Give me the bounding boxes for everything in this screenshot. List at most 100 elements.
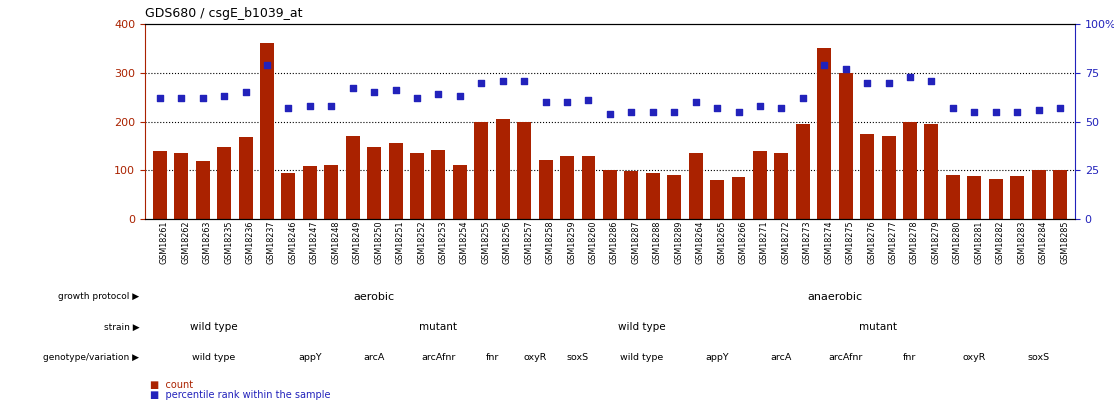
Point [344,85,362,92]
Text: strain ▶: strain ▶ [104,322,139,332]
Text: GSM18289: GSM18289 [674,221,683,264]
Bar [345,136,360,219]
Bar [324,165,339,219]
Bar [603,170,617,219]
Bar [196,161,209,219]
Bar [303,166,316,219]
Bar [646,173,659,219]
Text: GSM18279: GSM18279 [931,221,940,264]
Text: GSM18281: GSM18281 [975,221,984,264]
Bar [539,160,553,219]
Point [837,66,854,72]
Text: wild type: wild type [620,353,664,362]
Text: GSM18274: GSM18274 [824,221,833,264]
Bar [903,122,917,219]
Point [794,95,812,101]
Point [623,109,641,115]
Text: GSM18260: GSM18260 [588,221,597,264]
Text: arcA: arcA [771,353,792,362]
Text: GSM18284: GSM18284 [1038,221,1047,264]
Bar [475,122,488,219]
Text: arcAfnr: arcAfnr [421,353,456,362]
Text: GSM18286: GSM18286 [609,221,619,264]
Text: appY: appY [705,353,729,362]
Point [150,95,168,101]
Point [644,109,662,115]
Text: GDS680 / csgE_b1039_at: GDS680 / csgE_b1039_at [145,7,302,20]
Text: GSM18249: GSM18249 [353,221,362,264]
Bar [860,134,874,219]
Point [194,95,212,101]
Point [880,79,898,86]
Text: GSM18285: GSM18285 [1061,221,1069,264]
Bar [453,165,467,219]
Point [1029,107,1047,113]
Text: aerobic: aerobic [353,292,394,302]
Text: GSM18283: GSM18283 [1017,221,1026,264]
Text: GSM18258: GSM18258 [546,221,555,264]
Text: GSM18248: GSM18248 [331,221,340,264]
Text: soxS: soxS [567,353,589,362]
Point [301,103,319,109]
Text: genotype/variation ▶: genotype/variation ▶ [43,353,139,362]
Bar [153,151,167,219]
Text: oxyR: oxyR [524,353,547,362]
Text: GSM18236: GSM18236 [245,221,255,264]
Text: GSM18271: GSM18271 [760,221,769,264]
Bar [967,176,981,219]
Bar [732,177,745,219]
Text: GSM18254: GSM18254 [460,221,469,264]
Text: arcA: arcA [363,353,384,362]
Bar [989,179,1003,219]
Point [258,62,276,68]
Text: GSM18247: GSM18247 [310,221,319,264]
Text: GSM18251: GSM18251 [395,221,404,264]
Text: wild type: wild type [192,353,235,362]
Text: GSM18266: GSM18266 [739,221,747,264]
Text: ■  percentile rank within the sample: ■ percentile rank within the sample [150,390,331,400]
Bar [688,153,703,219]
Text: GSM18259: GSM18259 [567,221,576,264]
Bar [389,143,402,219]
Bar [774,153,789,219]
Text: GSM18275: GSM18275 [846,221,854,264]
Bar [818,48,831,219]
Text: GSM18235: GSM18235 [224,221,233,264]
Point [858,79,876,86]
Point [709,104,726,111]
Text: GSM18264: GSM18264 [695,221,705,264]
Point [751,103,769,109]
Bar [282,173,295,219]
Point [173,95,190,101]
Point [408,95,426,101]
Text: wild type: wild type [189,322,237,332]
Text: oxyR: oxyR [962,353,986,362]
Bar [260,43,274,219]
Text: GSM18288: GSM18288 [653,221,662,264]
Point [236,89,254,96]
Bar [925,124,938,219]
Text: GSM18261: GSM18261 [159,221,169,264]
Text: GSM18280: GSM18280 [952,221,961,264]
Bar [217,147,231,219]
Point [451,93,469,100]
Point [772,104,790,111]
Bar [582,156,596,219]
Text: GSM18252: GSM18252 [417,221,426,264]
Text: GSM18272: GSM18272 [781,221,790,264]
Point [537,99,555,105]
Point [387,87,404,94]
Point [472,79,490,86]
Text: GSM18287: GSM18287 [632,221,641,264]
Point [686,99,704,105]
Bar [496,119,510,219]
Bar [946,175,960,219]
Text: ■  count: ■ count [150,380,194,390]
Text: GSM18246: GSM18246 [289,221,297,264]
Bar [667,175,681,219]
Point [665,109,683,115]
Point [602,111,619,117]
Bar [517,122,531,219]
Point [322,103,340,109]
Point [1052,104,1069,111]
